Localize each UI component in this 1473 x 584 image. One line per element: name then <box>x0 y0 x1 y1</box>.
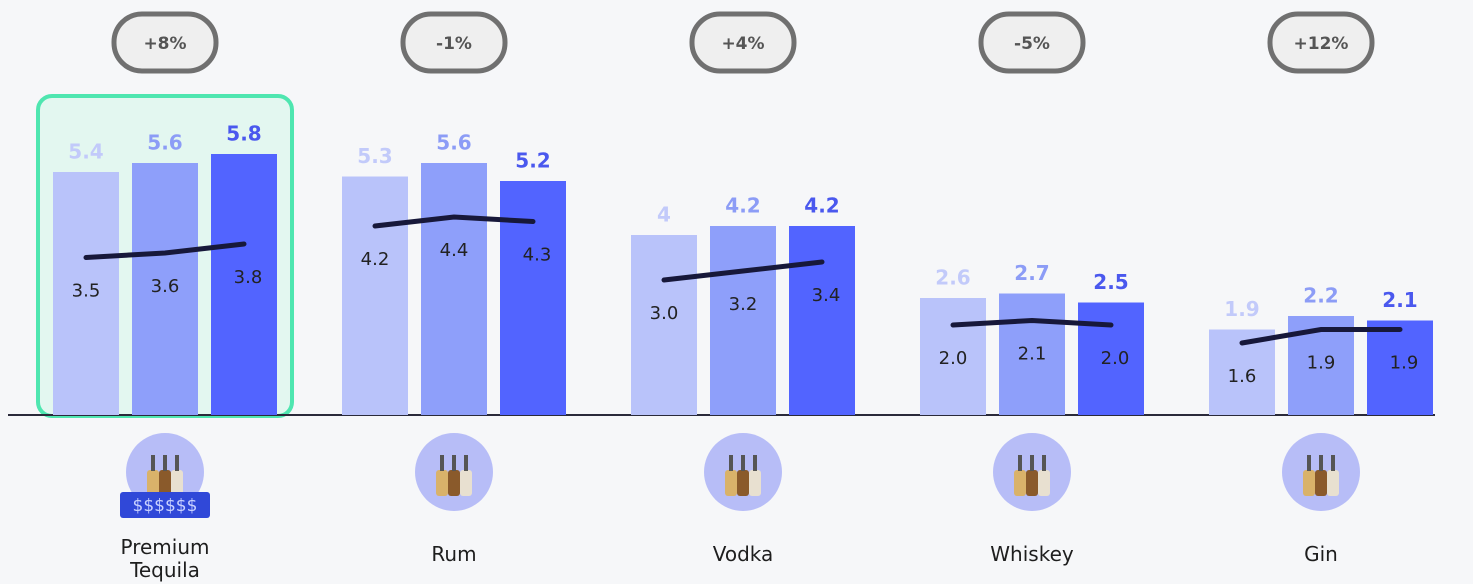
bar-value-label: 2.6 <box>935 266 970 290</box>
trend-value-label: 3.0 <box>650 303 679 324</box>
trend-value-label: 4.3 <box>523 245 552 266</box>
category-icon <box>704 433 782 511</box>
trend-value-label: 2.1 <box>1018 344 1047 365</box>
bottle-neck <box>1331 455 1335 471</box>
chart: 5.4 5.3 4 2.6 1.9 5.6 5.6 4.2 2.7 2.2 5.8 5.2 4.2 2.5… <box>0 0 1473 584</box>
page: {"chart_data": {"type": "bar", "categori… <box>0 0 1473 584</box>
bar-value-label: 2.7 <box>1014 261 1049 285</box>
bottle-body <box>1026 470 1038 496</box>
bottle-body <box>749 470 761 496</box>
bar <box>789 226 855 415</box>
change-badge-label: -5% <box>1014 34 1050 54</box>
bottle-neck <box>1018 455 1022 471</box>
category-label: Premium Tequila <box>115 536 215 582</box>
bottle-body <box>737 470 749 496</box>
bar-value-label: 5.8 <box>226 122 261 146</box>
trend-value-label: 3.5 <box>72 281 101 302</box>
bar-value-label: 5.4 <box>68 140 103 164</box>
trend-value-label: 2.0 <box>1101 348 1130 369</box>
trend-value-label: 3.4 <box>812 285 841 306</box>
bar-value-label: 2.5 <box>1093 270 1128 294</box>
bottle-body <box>1303 470 1315 496</box>
trend-value-label: 4.4 <box>440 240 469 261</box>
bottle-body <box>725 470 737 496</box>
bar <box>710 226 776 415</box>
bottle-neck <box>1319 455 1323 471</box>
category-label: Whiskey <box>952 543 1112 566</box>
trend-value-label: 3.6 <box>151 276 180 297</box>
bottle-body <box>436 470 448 496</box>
bottle-neck <box>1307 455 1311 471</box>
change-badge-label: +12% <box>1294 34 1349 54</box>
bar-value-label: 5.6 <box>436 131 471 155</box>
trend-value-label: 2.0 <box>939 348 968 369</box>
trend-value-label: 1.9 <box>1307 353 1336 374</box>
bottle-body <box>448 470 460 496</box>
bar <box>342 177 408 416</box>
bar-value-label: 4.2 <box>804 194 839 218</box>
category-label: Vodka <box>663 543 823 566</box>
bottle-neck <box>753 455 757 471</box>
category-icon <box>415 433 493 511</box>
bar-value-label: 5.3 <box>357 144 392 168</box>
bottle-neck <box>163 455 167 471</box>
category-label: Gin <box>1241 543 1401 566</box>
price-label: $$$$$$ <box>133 496 198 516</box>
bar-value-label: 4 <box>657 203 671 227</box>
trend-value-label: 3.2 <box>729 294 758 315</box>
trend-value-label: 3.8 <box>234 267 263 288</box>
change-badge-label: +8% <box>143 34 186 54</box>
bottle-neck <box>440 455 444 471</box>
bar-value-label: 5.6 <box>147 131 182 155</box>
bar-value-label: 5.2 <box>515 149 550 173</box>
category-icon: $$$$$$ <box>120 433 210 518</box>
change-badge-label: +4% <box>721 34 764 54</box>
trend-value-label: 4.2 <box>361 249 390 270</box>
trend-value-label: 1.9 <box>1390 353 1419 374</box>
bottle-neck <box>151 455 155 471</box>
bottle-body <box>1038 470 1050 496</box>
bottle-neck <box>175 455 179 471</box>
bottle-neck <box>741 455 745 471</box>
category-icon <box>1282 433 1360 511</box>
change-badge-label: -1% <box>436 34 472 54</box>
bottle-neck <box>1042 455 1046 471</box>
bar-value-label: 1.9 <box>1224 297 1259 321</box>
bottle-neck <box>464 455 468 471</box>
bottle-body <box>1327 470 1339 496</box>
bar-value-label: 2.1 <box>1382 288 1417 312</box>
bottle-neck <box>452 455 456 471</box>
bar <box>631 235 697 415</box>
bottle-body <box>1014 470 1026 496</box>
bottle-neck <box>729 455 733 471</box>
category-icon <box>993 433 1071 511</box>
bar-value-label: 4.2 <box>725 194 760 218</box>
bar <box>421 163 487 415</box>
category-label: Rum <box>374 543 534 566</box>
bar-value-label: 2.2 <box>1303 284 1338 308</box>
bottle-body <box>460 470 472 496</box>
trend-value-label: 1.6 <box>1228 366 1257 387</box>
bottle-body <box>1315 470 1327 496</box>
bottle-neck <box>1030 455 1034 471</box>
bar <box>500 181 566 415</box>
